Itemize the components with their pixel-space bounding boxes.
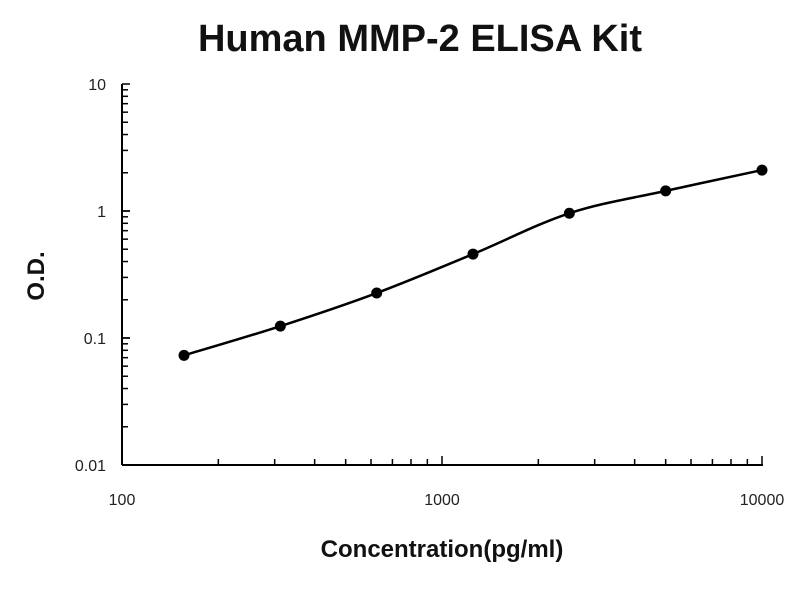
y-tick-label: 0.01	[75, 458, 106, 475]
y-tick-label: 10	[88, 77, 106, 94]
data-point	[756, 164, 768, 176]
x-tick-label: 1000	[424, 492, 460, 509]
data-point	[178, 349, 190, 361]
x-tick-label: 100	[109, 492, 136, 509]
data-point	[274, 320, 286, 332]
fit-curve	[183, 168, 763, 357]
data-point	[563, 207, 575, 219]
y-tick-label: 0.1	[84, 331, 106, 348]
chart-title: Human MMP-2 ELISA Kit	[197, 18, 643, 60]
y-tick-label: 1	[97, 204, 106, 221]
data-point	[467, 248, 479, 260]
x-axis-label: Concentration(pg/ml)	[320, 536, 564, 563]
data-point	[660, 185, 672, 197]
data-point	[371, 287, 383, 299]
x-tick-label: 10000	[740, 492, 785, 509]
